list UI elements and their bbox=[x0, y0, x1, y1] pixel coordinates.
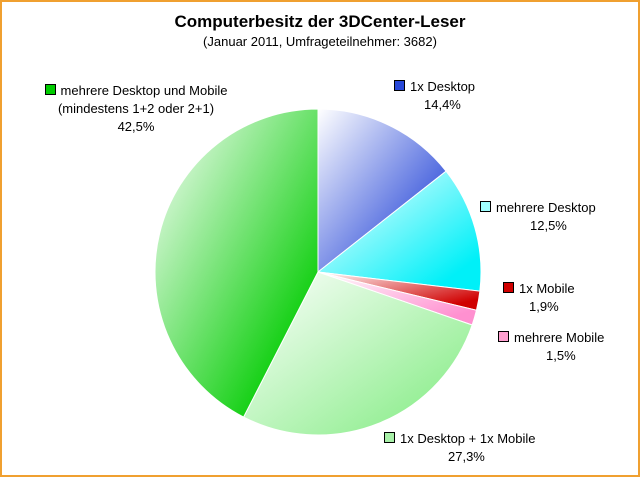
label-1x-desktop-1x-mobile: 1x Desktop + 1x Mobile 27,3% bbox=[384, 430, 535, 466]
slice-value-1x-mobile: 1,9% bbox=[529, 299, 559, 314]
legend-swatch-mehrere-desktop-und-mobile bbox=[44, 84, 56, 95]
chart-title: Computerbesitz der 3DCenter-Leser bbox=[174, 12, 466, 31]
slice-value-1x-desktop-1x-mobile: 27,3% bbox=[448, 449, 485, 464]
slice-value-mehrere-mobile: 1,5% bbox=[546, 348, 576, 363]
pie-slice-mehrere-desktop bbox=[316, 170, 482, 292]
slice-value-mehrere-desktop: 12,5% bbox=[530, 218, 567, 233]
slice-label-mehrere-desktop: mehrere Desktop bbox=[496, 200, 596, 215]
label-1x-mobile: 1x Mobile 1,9% bbox=[503, 280, 575, 316]
slice-label-mehrere-mobile: mehrere Mobile bbox=[514, 330, 605, 345]
slice-label-1x-desktop: 1x Desktop bbox=[410, 79, 476, 94]
label-mehrere-mobile: mehrere Mobile 1,5% bbox=[498, 329, 604, 365]
pie-slice-1x-desktop-1x-mobile bbox=[242, 271, 473, 436]
pie-slice-1x-desktop bbox=[317, 108, 447, 274]
label-mehrere-desktop: mehrere Desktop 12,5% bbox=[480, 199, 596, 235]
chart-subtitle: (Januar 2011, Umfrageteilnehmer: 3682) bbox=[203, 34, 437, 49]
legend-swatch-mehrere-mobile bbox=[498, 331, 509, 342]
legend-swatch-1x-desktop-1x-mobile bbox=[384, 432, 395, 443]
slice-label-mehrere-desktop-und-mobile: mehrere Desktop und Mobile bbox=[60, 83, 228, 98]
pie-slice-mehrere-desktop-und-mobile bbox=[154, 108, 319, 418]
legend-swatch-1x-mobile bbox=[503, 282, 514, 293]
slice-value-1x-desktop: 14,4% bbox=[424, 97, 461, 112]
slice-label-1x-desktop-1x-mobile: 1x Desktop + 1x Mobile bbox=[400, 431, 536, 446]
legend-swatch-mehrere-desktop bbox=[480, 201, 491, 212]
slice-label-line2-mehrere-desktop-und-mobile: (mindestens 1+2 oder 2+1) bbox=[57, 101, 215, 116]
slice-label-1x-mobile: 1x Mobile bbox=[519, 281, 575, 296]
label-mehrere-desktop-und-mobile: mehrere Desktop und Mobile (mindestens 1… bbox=[20, 82, 252, 136]
legend-swatch-1x-desktop bbox=[394, 80, 405, 91]
label-1x-desktop: 1x Desktop 14,4% bbox=[394, 78, 475, 114]
slice-value-mehrere-desktop-und-mobile: 42,5% bbox=[117, 119, 155, 134]
